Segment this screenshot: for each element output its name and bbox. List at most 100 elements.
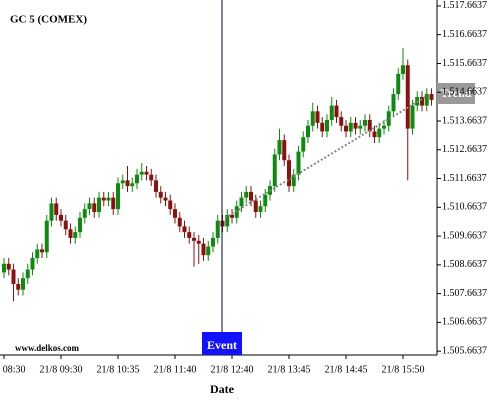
candle-body <box>277 140 282 155</box>
candle-body <box>263 194 268 207</box>
candle-body <box>315 111 320 123</box>
candle-body <box>372 131 377 138</box>
candle-body <box>11 269 16 284</box>
candle-body <box>92 203 97 213</box>
trend-box <box>437 83 475 104</box>
candle-body <box>282 140 287 161</box>
candle-body <box>139 171 144 175</box>
y-tick-label: 1.506.6637 <box>442 317 487 328</box>
candle-body <box>325 119 329 132</box>
event-box <box>202 332 242 355</box>
candle-body <box>306 125 310 138</box>
event-label: Event <box>207 338 237 352</box>
candle-body <box>253 200 258 213</box>
candle-body <box>272 154 277 187</box>
y-tick-label: 1.507.6637 <box>442 288 487 299</box>
candle-body <box>401 65 405 74</box>
candle-body <box>182 226 187 233</box>
y-tick-label: 1.517.6637 <box>442 0 487 11</box>
chart-title: GC 5 (COMEX) <box>10 14 87 26</box>
candle-body <box>120 180 125 184</box>
x-tick-label: 21/8 09:30 <box>39 364 82 375</box>
candle-body <box>192 237 196 241</box>
candle-body <box>249 191 253 201</box>
x-tick-label: 21/8 14:45 <box>324 364 367 375</box>
candle-body <box>363 119 367 126</box>
candle-body <box>396 73 401 95</box>
y-tick-label: 1.511.6637 <box>442 173 487 184</box>
x-tick-label: 21/8 12:40 <box>210 364 253 375</box>
candle-body <box>101 197 106 201</box>
candle-body <box>49 203 54 221</box>
candle-body <box>149 174 154 181</box>
y-tick-label: 1.512.6637 <box>442 144 487 155</box>
candle-body <box>163 197 168 201</box>
candle-body <box>73 232 78 238</box>
candle-body <box>230 214 234 218</box>
candle-body <box>329 105 334 120</box>
candle-body <box>40 249 44 253</box>
candle-body <box>206 246 211 256</box>
x-tick-label: 21/8 10:35 <box>96 364 139 375</box>
candle-body <box>130 183 135 187</box>
candle-body <box>377 128 382 138</box>
candle-body <box>25 269 30 279</box>
candle-body <box>63 220 68 230</box>
candle-body <box>296 151 301 175</box>
candle-body <box>211 237 215 247</box>
candle-body <box>301 137 306 152</box>
candle-body <box>6 263 11 270</box>
candle-body <box>429 94 434 100</box>
candle-body <box>239 197 244 207</box>
x-axis-title: Date <box>210 382 235 396</box>
y-tick-label: 1.514.6637 <box>442 87 487 98</box>
candle-body <box>353 122 358 129</box>
x-tick-label: 21/8 13:45 <box>267 364 310 375</box>
candle-body <box>173 209 177 218</box>
candle-body <box>420 96 424 106</box>
candle-body <box>367 119 372 132</box>
y-tick-label: 1.510.6637 <box>442 202 487 213</box>
y-tick-label: 1.515.6637 <box>442 58 487 69</box>
candle-body <box>16 283 21 290</box>
trend-label: Trend <box>441 86 472 100</box>
candle-body <box>168 200 173 210</box>
candle-body <box>97 197 101 213</box>
candle-body <box>116 183 120 210</box>
candle-body <box>158 191 163 198</box>
candle-body <box>78 217 82 233</box>
candle-body <box>291 174 296 187</box>
candle-body <box>59 214 63 221</box>
y-tick-label: 1.508.6637 <box>442 259 487 270</box>
candle-body <box>382 125 386 129</box>
candle-body <box>344 125 348 132</box>
candle-body <box>135 174 139 184</box>
candle-body <box>125 180 130 187</box>
y-tick-label: 1.509.6637 <box>442 230 487 241</box>
candle-body <box>339 117 344 126</box>
candle-body <box>358 125 363 129</box>
x-tick-label: 21/8 15:50 <box>381 364 424 375</box>
candle-body <box>144 171 149 175</box>
candle-body <box>348 122 353 132</box>
y-tick-label: 1.513.6637 <box>442 115 487 126</box>
candle-body <box>201 243 206 256</box>
candle-body <box>82 209 87 218</box>
candle-body <box>424 94 429 106</box>
trend-line <box>224 95 428 219</box>
candle-body <box>334 105 339 118</box>
y-tick-label: 1.505.6637 <box>442 345 487 356</box>
candle-body <box>410 105 415 129</box>
candle-body <box>386 111 391 126</box>
candle-body <box>87 203 92 210</box>
candle-body <box>30 258 35 270</box>
x-tick-label: 21/8 08:30 <box>0 364 26 375</box>
candle-body <box>225 214 230 227</box>
candle-body <box>258 206 263 213</box>
candle-body <box>2 263 6 273</box>
candle-body <box>244 191 249 198</box>
candle-body <box>187 232 192 238</box>
candle-body <box>54 203 59 215</box>
candle-body <box>154 180 158 192</box>
